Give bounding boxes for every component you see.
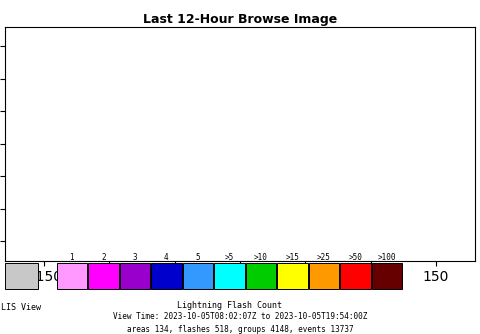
FancyBboxPatch shape [246,263,276,289]
Text: 1: 1 [70,253,74,262]
FancyBboxPatch shape [151,263,181,289]
FancyBboxPatch shape [340,263,371,289]
Text: LIS View: LIS View [1,303,41,312]
FancyBboxPatch shape [120,263,150,289]
Text: Lightning Flash Count: Lightning Flash Count [178,302,282,311]
Text: 3: 3 [132,253,137,262]
Text: 4: 4 [164,253,168,262]
Text: >15: >15 [286,253,300,262]
Text: >5: >5 [225,253,234,262]
Text: View Time: 2023-10-05T08:02:07Z to 2023-10-05T19:54:00Z: View Time: 2023-10-05T08:02:07Z to 2023-… [113,312,367,321]
Text: >100: >100 [378,253,396,262]
Title: Last 12-Hour Browse Image: Last 12-Hour Browse Image [143,13,337,26]
FancyBboxPatch shape [372,263,402,289]
Text: areas 134, flashes 518, groups 4148, events 13737: areas 134, flashes 518, groups 4148, eve… [127,325,353,334]
Text: 5: 5 [195,253,200,262]
FancyBboxPatch shape [5,263,38,289]
FancyBboxPatch shape [57,263,87,289]
Text: >25: >25 [317,253,331,262]
FancyBboxPatch shape [88,263,119,289]
FancyBboxPatch shape [309,263,339,289]
Text: >10: >10 [254,253,268,262]
FancyBboxPatch shape [182,263,213,289]
FancyBboxPatch shape [277,263,308,289]
Text: 2: 2 [101,253,106,262]
Text: >50: >50 [348,253,362,262]
FancyBboxPatch shape [214,263,245,289]
